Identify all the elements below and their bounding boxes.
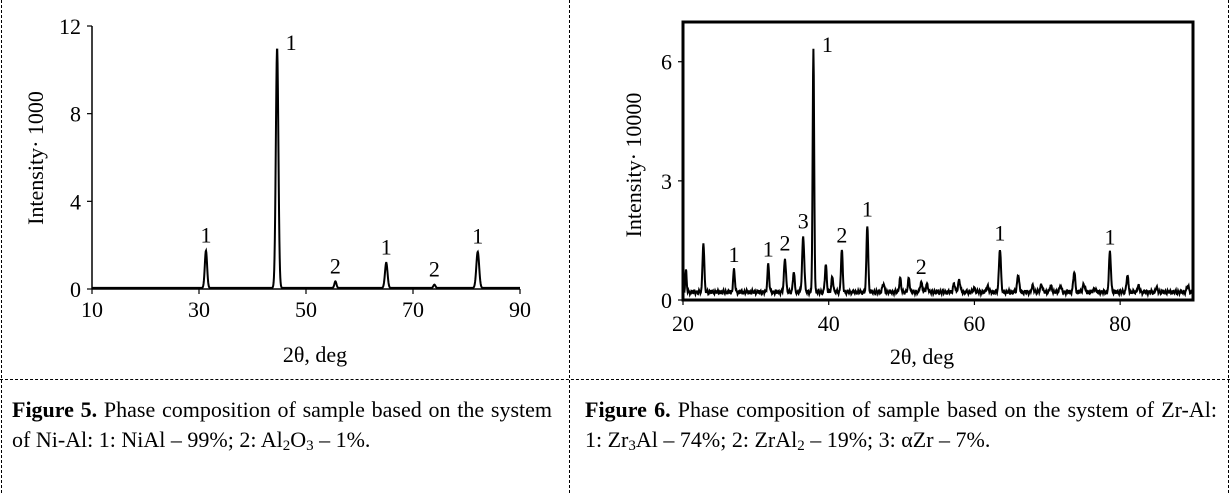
column-divider (569, 0, 570, 493)
y-tick-label: 0 (70, 277, 81, 302)
peak-label: 1 (286, 30, 297, 55)
x-axis-title: 2θ, deg (283, 342, 347, 367)
peak-label: 2 (429, 257, 440, 282)
row-divider (0, 379, 1230, 380)
x-tick-label: 60 (963, 311, 985, 336)
x-tick-label: 10 (81, 297, 103, 322)
y-tick-label: 6 (661, 50, 672, 75)
caption-label: Figure 6. (585, 397, 671, 422)
peak-label: 1 (472, 224, 483, 249)
peak-label: 1 (862, 197, 873, 222)
x-tick-label: 90 (509, 297, 531, 322)
y-axis-title: Intensity· 10000 (621, 93, 646, 238)
x-tick-label: 30 (188, 297, 210, 322)
figure-caption-5: Figure 5. Phase composition of sample ba… (12, 397, 552, 454)
x-tick-label: 50 (295, 297, 317, 322)
y-tick-label: 0 (661, 288, 672, 313)
y-tick-label: 8 (70, 102, 81, 127)
y-axis-title: Intensity· 1000 (23, 91, 48, 225)
peak-label: 2 (836, 222, 847, 247)
diffraction-pattern-line (682, 48, 1194, 299)
x-tick-label: 70 (402, 297, 424, 322)
x-axis-title: 2θ, deg (890, 344, 954, 369)
peak-label: 1 (1104, 224, 1115, 249)
peak-label: 1 (994, 220, 1005, 245)
column-divider (1228, 0, 1229, 493)
peak-label: 2 (916, 254, 927, 279)
peak-label: 1 (381, 235, 392, 260)
x-tick-label: 20 (672, 311, 694, 336)
column-divider (1, 0, 2, 493)
peak-label: 1 (822, 32, 833, 57)
peak-label: 1 (729, 242, 740, 267)
figure-caption-6: Figure 6. Phase composition of sample ba… (585, 397, 1217, 454)
peak-label: 1 (763, 236, 774, 261)
peak-label: 1 (200, 223, 211, 248)
y-tick-label: 4 (70, 189, 81, 214)
diffraction-pattern-line (92, 48, 520, 289)
peak-label: 2 (780, 230, 791, 255)
peak-label: 3 (798, 208, 809, 233)
x-tick-label: 80 (1109, 311, 1131, 336)
caption-label: Figure 5. (12, 397, 98, 422)
plot-frame (681, 20, 1195, 302)
y-tick-label: 3 (661, 169, 672, 194)
peak-label: 2 (330, 253, 341, 278)
x-tick-label: 40 (818, 311, 840, 336)
y-tick-label: 12 (59, 14, 81, 39)
